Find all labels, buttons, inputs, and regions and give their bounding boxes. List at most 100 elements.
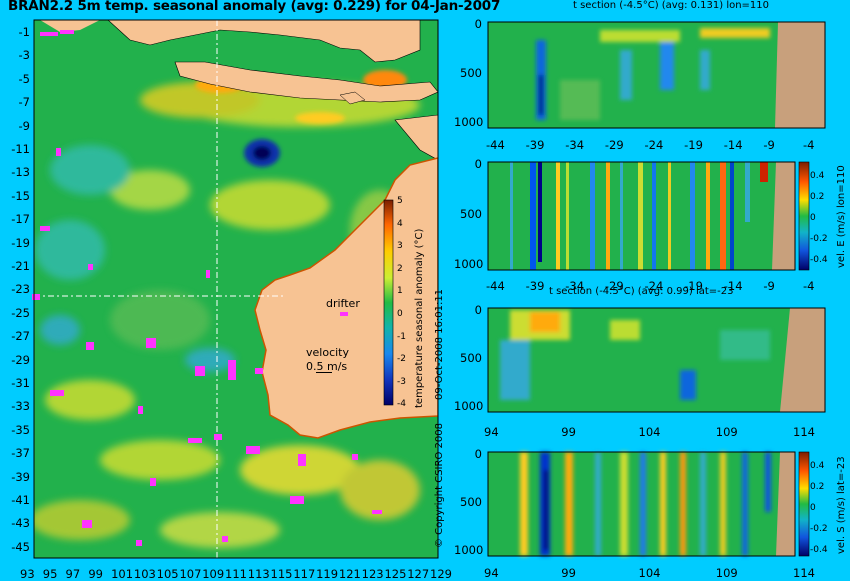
panel-colorbar-tick-label: 0.4 — [810, 461, 825, 471]
lon-tick-label: 103 — [133, 567, 156, 581]
panel-x-tick-label: -44 — [486, 279, 505, 293]
panel-x-tick-label: -24 — [644, 279, 664, 293]
panel-x-tick-label: -29 — [604, 279, 624, 293]
lat-tick-label: -7 — [18, 95, 30, 110]
panel-x-tick-label: -39 — [525, 279, 545, 293]
colorbar-tick-label: 5 — [397, 196, 403, 206]
panel-x-tick-label: -9 — [763, 138, 775, 152]
panel-y-tick-label: 0 — [474, 303, 482, 317]
panel-colorbar-tick-label: 0.2 — [810, 192, 825, 202]
lat-tick-label: -3 — [18, 48, 30, 63]
panel-x-tick-label: 114 — [793, 566, 815, 580]
lon-tick-label: 99 — [88, 567, 103, 581]
panel-x-tick-label: 109 — [715, 566, 738, 580]
panel-x-tick-label: 104 — [638, 566, 661, 580]
panel-x-tick-label: -34 — [565, 138, 585, 152]
panel-y-tick-label: 1000 — [454, 257, 484, 271]
lon-tick-label: 115 — [270, 567, 293, 581]
lon-tick-label: 109 — [202, 567, 225, 581]
map-colorbar-label: temperature seasonal anomaly (°C) — [414, 228, 425, 408]
lon-tick-label: 105 — [156, 567, 179, 581]
lon-tick-label: 117 — [293, 567, 316, 581]
panel-1-title: t section (-4.5°C) (avg: 0.131) lon=110 — [573, 0, 770, 11]
lat-tick-label: -21 — [11, 259, 30, 273]
lon-tick-label: 95 — [42, 567, 58, 581]
panel-y-tick-label: 500 — [460, 66, 482, 80]
lat-tick-label: -1 — [18, 25, 30, 39]
colorbar-tick-label: -4 — [397, 399, 406, 410]
lat-tick-label: -11 — [11, 142, 30, 156]
lon-tick-label: 119 — [316, 567, 339, 581]
panel-x-tick-label: -4 — [803, 279, 815, 293]
panel-y-tick-label: 500 — [460, 207, 482, 221]
panel-y-tick-label: 0 — [474, 447, 482, 461]
velocity-scale: 0.5 m/s — [306, 360, 348, 373]
date-stamp: 09-Oct-2008 16:01:11 — [434, 288, 445, 400]
panel-x-tick-label: -14 — [723, 279, 743, 293]
lat-tick-label: -41 — [11, 493, 30, 507]
lat-tick-label: -13 — [11, 165, 30, 180]
lon-tick-label: 107 — [179, 567, 202, 581]
lon-tick-label: 129 — [430, 567, 452, 581]
lat-tick-label: -19 — [11, 235, 30, 250]
lat-tick-label: -29 — [11, 352, 30, 367]
page-title: BRAN2.2 5m temp. seasonal anomaly (avg: … — [8, 0, 501, 14]
lat-tick-label: -27 — [11, 329, 30, 344]
panel-4-side-label: vel. S (m/s) lat=-23 — [836, 456, 847, 554]
copyright: © Copyright CSIRO 2008 — [434, 423, 445, 548]
panel-3-title: t section (-4.5°C) (avg: 0.99) lat=-23 — [549, 286, 734, 297]
colorbar-tick-label: 2 — [397, 263, 403, 274]
panel-colorbar-tick-label: -0.2 — [810, 234, 828, 244]
panel-y-tick-label: 0 — [474, 17, 482, 31]
drifter-label: drifter — [326, 297, 360, 310]
colorbar-tick-label: -3 — [397, 376, 406, 387]
velocity-scale-arrow — [316, 372, 332, 373]
lat-tick-label: -5 — [18, 71, 30, 86]
panel-y-tick-label: 1000 — [454, 543, 484, 557]
panel-x-tick-label: 109 — [715, 425, 738, 439]
panel-x-tick-label: -29 — [604, 138, 624, 152]
panel-x-tick-label: -24 — [644, 138, 664, 152]
colorbar-tick-label: 3 — [397, 241, 403, 252]
lon-tick-label: 123 — [361, 567, 384, 581]
panel-x-tick-label: 114 — [793, 425, 815, 439]
lat-tick-label: -37 — [11, 446, 30, 461]
panel-y-tick-label: 500 — [460, 495, 482, 509]
panel-colorbar-tick-label: -0.4 — [810, 255, 828, 265]
lon-tick-label: 111 — [225, 567, 247, 581]
panel-x-tick-label: -44 — [486, 138, 505, 152]
panel-x-tick-label: 99 — [561, 566, 576, 580]
lat-tick-label: -17 — [11, 212, 30, 227]
panel-x-tick-label: -19 — [684, 279, 703, 293]
panel-x-tick-label: 94 — [484, 425, 499, 439]
panel-y-tick-label: 1000 — [454, 115, 484, 129]
lon-tick-label: 113 — [247, 567, 270, 581]
colorbar-tick-label: -2 — [397, 354, 406, 365]
panel-colorbar-tick-label: -0.4 — [810, 545, 828, 555]
lat-tick-label: -33 — [11, 399, 30, 414]
colorbar-tick-label: 0 — [397, 309, 403, 319]
lat-tick-label: -39 — [11, 469, 30, 484]
colorbar-tick-label: 4 — [397, 218, 403, 229]
lat-tick-label: -43 — [11, 516, 30, 531]
panel-colorbar-tick-label: 0.4 — [810, 171, 825, 181]
panel-x-tick-label: -19 — [684, 138, 703, 152]
lon-tick-label: 121 — [338, 567, 361, 581]
lon-tick-label: 93 — [20, 567, 35, 581]
lon-tick-label: 97 — [65, 567, 81, 581]
lat-tick-label: -45 — [11, 539, 30, 554]
lat-tick-label: -35 — [11, 422, 30, 437]
lat-tick-label: -15 — [11, 188, 30, 203]
panel-x-tick-label: -9 — [763, 279, 775, 293]
panel-x-tick-label: 104 — [638, 425, 661, 439]
panel-colorbar-tick-label: 0 — [810, 503, 816, 513]
panel-x-tick-label: -4 — [803, 138, 815, 152]
panel-y-tick-label: 1000 — [454, 399, 484, 413]
panel-colorbar-tick-label: 0.2 — [810, 482, 825, 492]
panel-colorbar-tick-label: -0.2 — [810, 524, 828, 534]
lat-tick-label: -31 — [11, 376, 30, 390]
lat-tick-label: -9 — [18, 118, 30, 133]
lon-tick-label: 125 — [384, 567, 407, 581]
panel-x-tick-label: -39 — [525, 138, 545, 152]
